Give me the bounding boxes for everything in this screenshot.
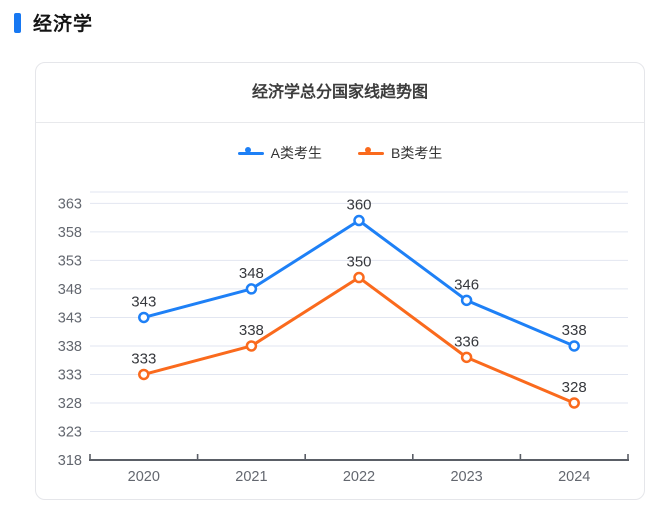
data-point-marker[interactable]	[460, 294, 473, 307]
data-point-marker[interactable]	[245, 340, 258, 352]
line-series-icon	[358, 146, 384, 159]
chart-text: 358	[58, 225, 82, 241]
data-point-label: 338	[562, 322, 587, 339]
data-point-marker[interactable]	[568, 340, 580, 352]
chart-text: 343	[58, 310, 82, 326]
grid-lines	[90, 191, 628, 432]
data-point-label: 343	[131, 293, 156, 310]
line-series-icon	[237, 146, 264, 159]
chart-text: 2023	[450, 469, 482, 485]
data-point-label: 348	[239, 265, 264, 282]
data-point-label: 360	[346, 197, 371, 214]
legend-item-a[interactable]: A类考生	[237, 143, 322, 163]
data-point-marker[interactable]	[138, 311, 150, 324]
series-a: 343 348 360 346 338	[131, 197, 587, 352]
x-axis-labels: 2020 2021 2022 2023 2024	[128, 469, 591, 485]
page-header: 经济学	[14, 9, 93, 36]
data-point-label: 350	[346, 254, 371, 271]
chart-text: 2024	[558, 469, 590, 485]
data-point-marker[interactable]	[138, 368, 150, 381]
chart-text: 328	[58, 396, 82, 412]
y-axis-labels: 318 323 328 333 338 343 348 353 358 363	[58, 196, 82, 469]
data-point-label: 338	[239, 322, 264, 339]
chart-text: 363	[58, 196, 82, 212]
chart-text: 2022	[343, 469, 375, 485]
data-point-label: 328	[562, 379, 587, 396]
legend-label: A类考生	[270, 144, 322, 161]
data-point-marker[interactable]	[353, 214, 365, 227]
data-point-label: 333	[131, 350, 156, 367]
data-point-marker[interactable]	[460, 351, 473, 364]
chart-text: 318	[58, 453, 82, 469]
chart-text: 333	[58, 367, 82, 383]
page-title: 经济学	[33, 14, 94, 35]
legend-item-b[interactable]: B类考生	[358, 143, 442, 163]
data-point-label: 336	[454, 333, 479, 350]
data-point-label: 346	[454, 276, 479, 293]
chart-title: 经济学总分国家线趋势图	[36, 63, 644, 123]
data-point-marker[interactable]	[568, 397, 580, 409]
chart-card: 经济学总分国家线趋势图 A类考生 B类考生 318 323 328 333 338 343 3…	[35, 62, 645, 500]
chart-legend: A类考生 B类考生	[36, 123, 644, 169]
chart-text: 353	[58, 253, 82, 269]
accent-bar	[14, 12, 21, 33]
x-axis	[89, 454, 629, 461]
chart-text: 2020	[128, 469, 160, 485]
legend-label: B类考生	[391, 144, 443, 161]
chart-text: 323	[58, 424, 82, 440]
chart-text: 338	[58, 339, 82, 355]
series-line	[142, 276, 576, 405]
chart-text: 348	[58, 282, 82, 298]
series-b: 333 338 350 336 328	[131, 254, 587, 409]
chart-text: 2021	[235, 469, 267, 485]
data-point-marker[interactable]	[353, 271, 365, 284]
data-point-marker[interactable]	[245, 283, 258, 295]
